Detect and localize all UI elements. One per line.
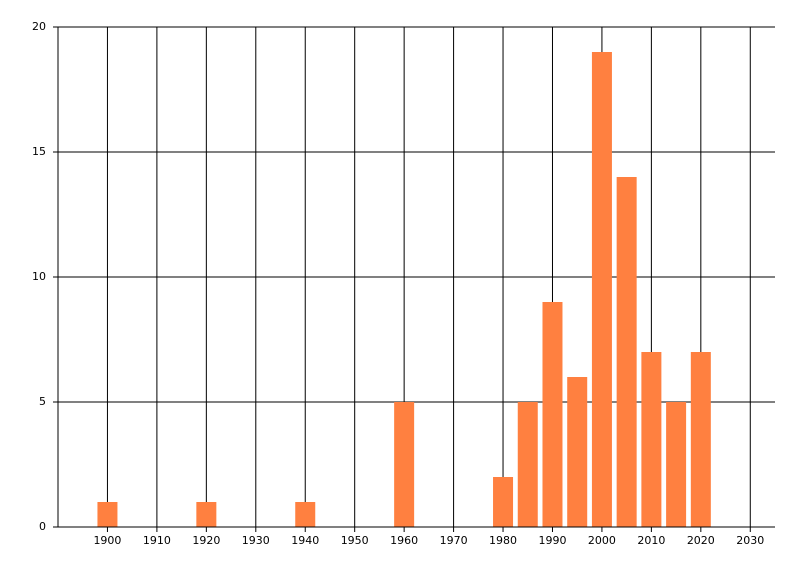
bar (517, 402, 538, 527)
bar (196, 502, 217, 527)
bars (97, 52, 711, 527)
x-tick-label: 1950 (341, 534, 369, 547)
x-tick-label: 2000 (588, 534, 616, 547)
bar (97, 502, 118, 527)
x-tick-label: 1900 (93, 534, 121, 547)
bar (690, 352, 711, 527)
bar (394, 402, 415, 527)
bar (542, 302, 563, 527)
x-tick-label: 1920 (192, 534, 220, 547)
y-tick-label: 10 (32, 270, 46, 283)
bar (641, 352, 662, 527)
x-tick-label: 2010 (637, 534, 665, 547)
y-tick-label: 5 (39, 395, 46, 408)
x-tick-label: 1970 (440, 534, 468, 547)
y-tick-label: 0 (39, 520, 46, 533)
x-tick-label: 1940 (291, 534, 319, 547)
y-tick-label: 20 (32, 20, 46, 33)
bar (567, 377, 588, 527)
bar (666, 402, 687, 527)
bar (295, 502, 316, 527)
x-tick-label: 2020 (687, 534, 715, 547)
bar (493, 477, 514, 527)
grid (58, 26, 775, 528)
x-tick-label: 1910 (143, 534, 171, 547)
y-tick-label: 15 (32, 145, 46, 158)
bar (591, 52, 612, 527)
x-tick-label: 1960 (390, 534, 418, 547)
x-tick-label: 1980 (489, 534, 517, 547)
x-tick-label: 2030 (736, 534, 764, 547)
x-tick-label: 1990 (538, 534, 566, 547)
x-tick-label: 1930 (242, 534, 270, 547)
bar (616, 177, 637, 527)
